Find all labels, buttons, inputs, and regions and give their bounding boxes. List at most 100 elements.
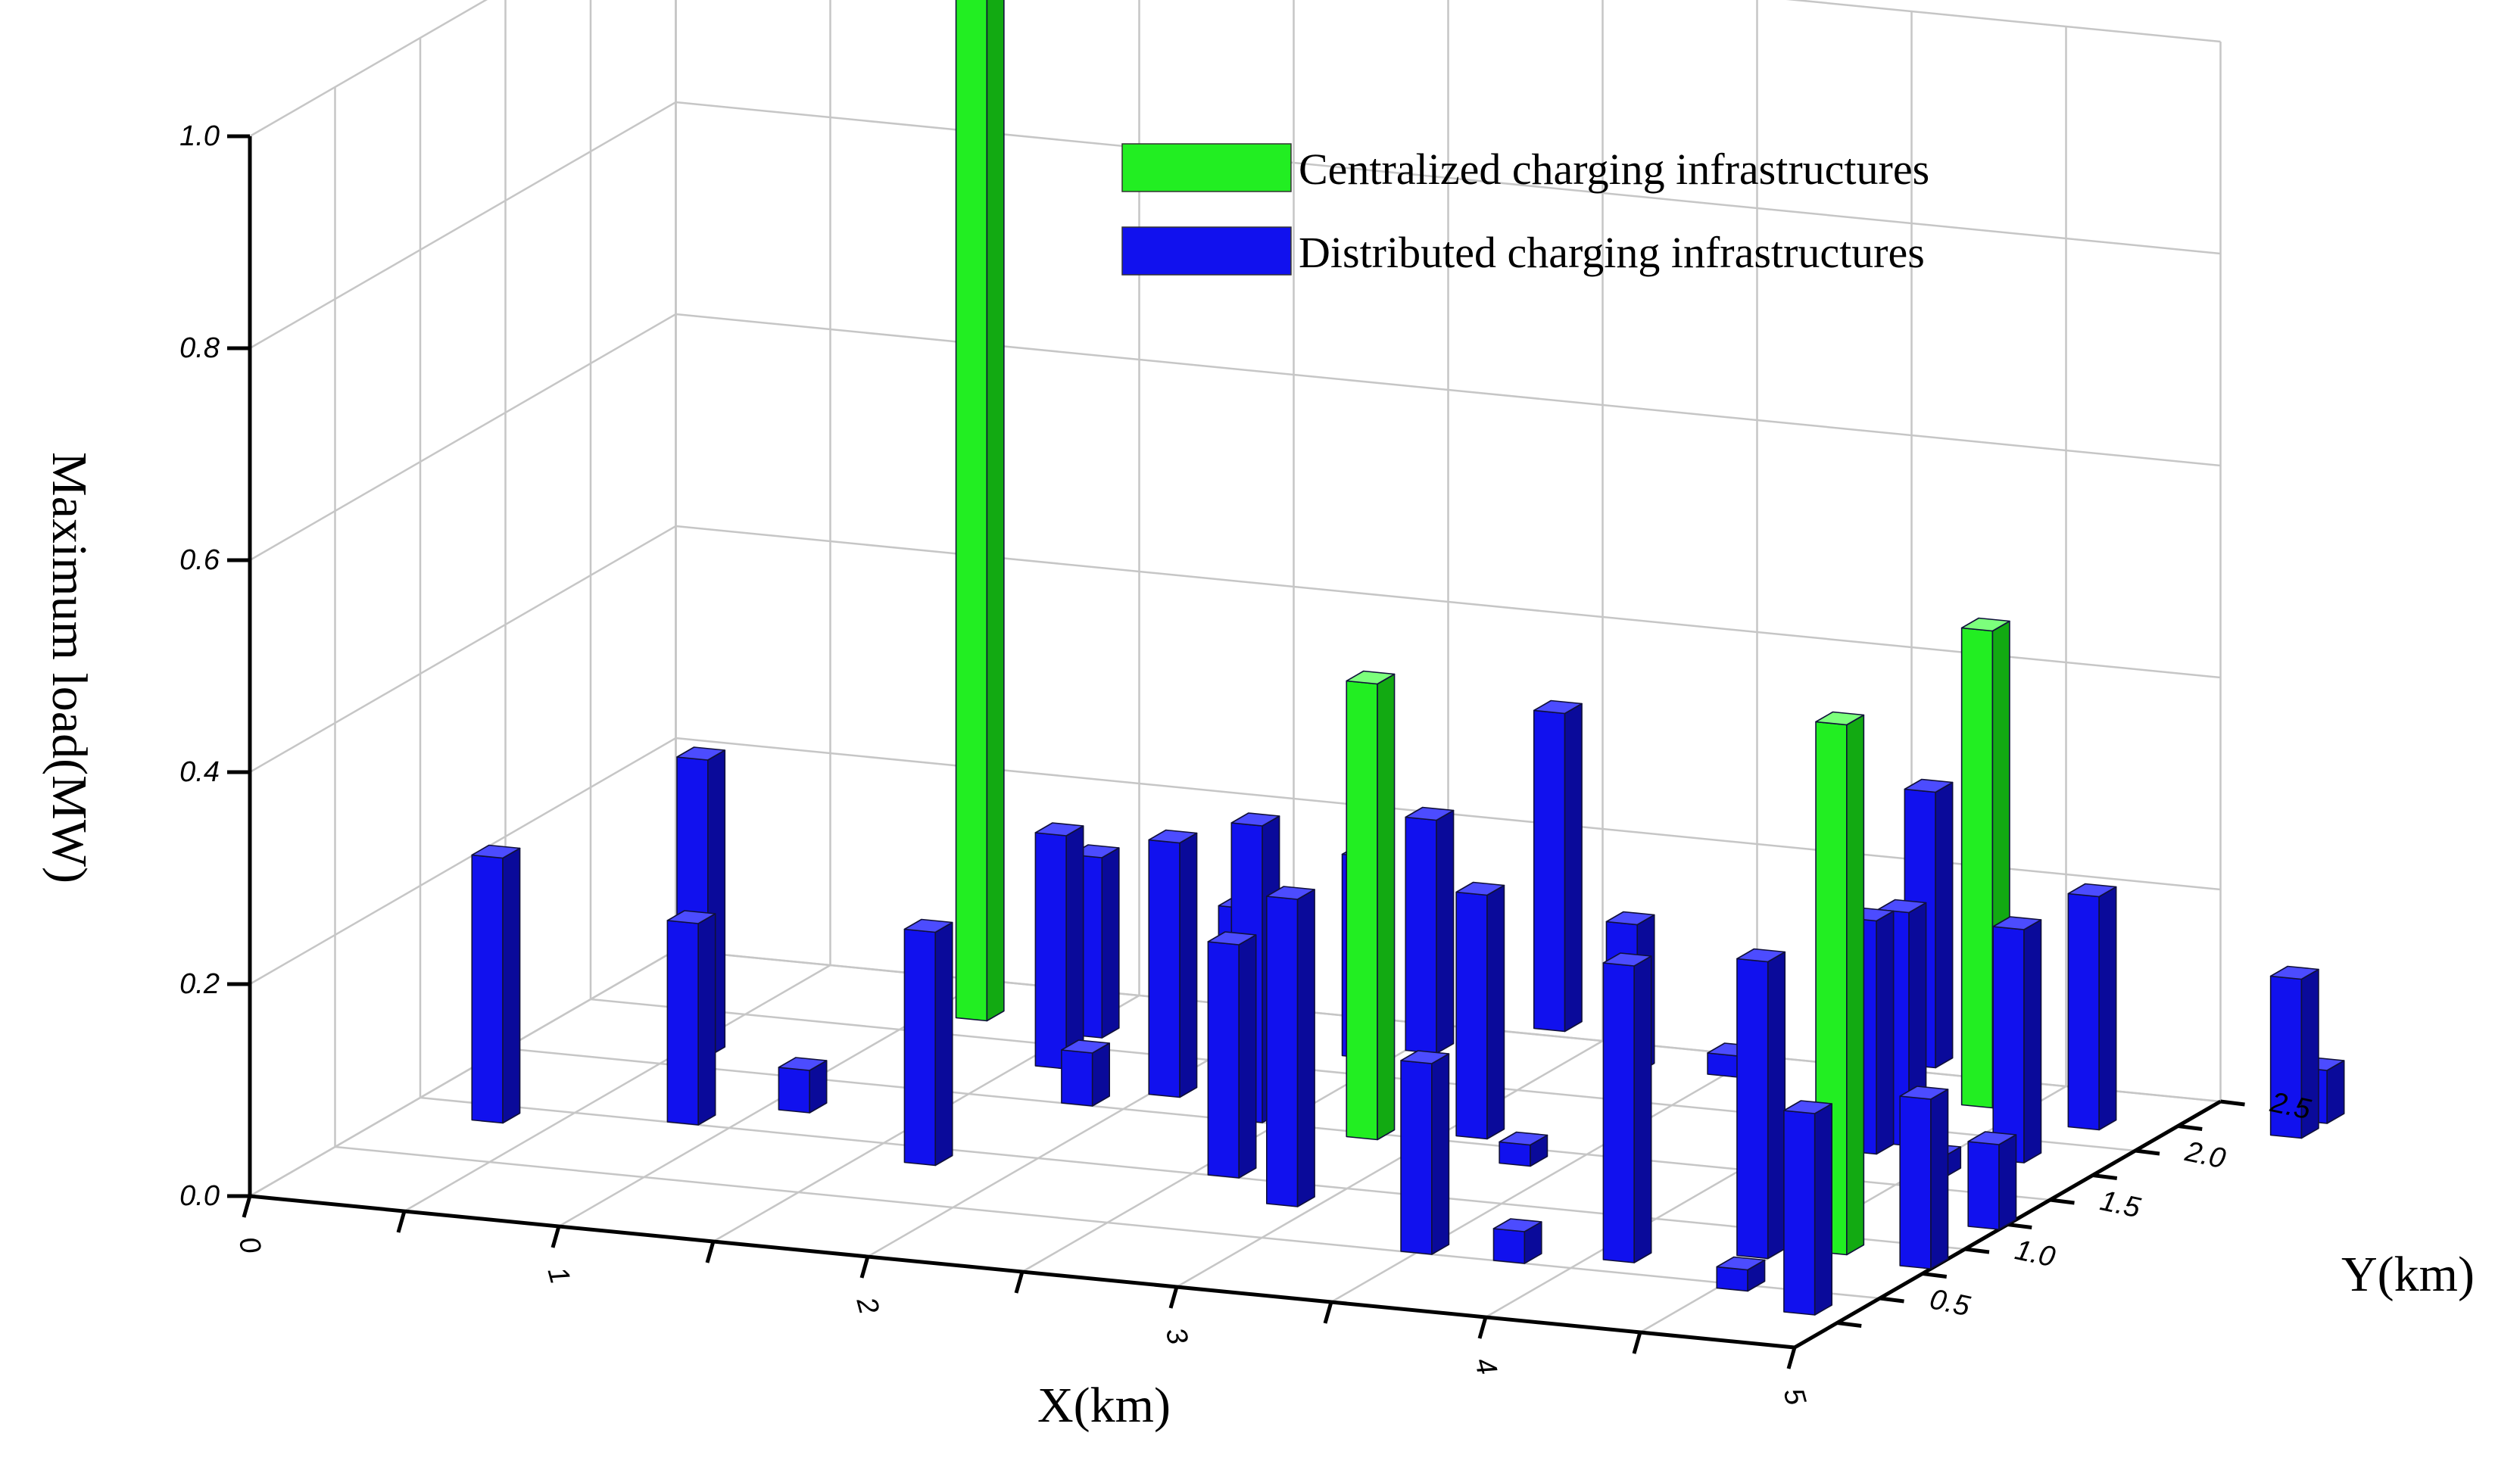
distributed-bar bbox=[2269, 965, 2319, 1139]
bar-front-face bbox=[1899, 1095, 1932, 1270]
x-tick-label: 4 bbox=[1468, 1354, 1503, 1378]
bar-top-face bbox=[1455, 881, 1505, 896]
bar-front-face bbox=[903, 928, 937, 1167]
bar-top-face bbox=[1899, 1086, 1949, 1100]
bar-side-face bbox=[986, 0, 1005, 1022]
bar-front-face bbox=[1992, 926, 2025, 1164]
y-tick bbox=[2220, 1099, 2245, 1107]
distributed-bar bbox=[1716, 1256, 1766, 1292]
distributed-bar bbox=[1499, 1131, 1548, 1167]
bar-front-face bbox=[1034, 832, 1067, 1070]
x-tick bbox=[550, 1226, 561, 1248]
bar-top-face bbox=[1815, 711, 1865, 726]
bar-top-face bbox=[1716, 1256, 1766, 1271]
bar-side-face bbox=[1486, 884, 1505, 1140]
bar-front-face bbox=[666, 920, 700, 1126]
bar-top-face bbox=[1967, 1131, 2017, 1145]
bar-front-face bbox=[1148, 839, 1180, 1098]
y-tick bbox=[2135, 1148, 2160, 1156]
z-tick-label: 1.0 bbox=[179, 120, 220, 152]
bar-top-face bbox=[1499, 1131, 1548, 1146]
distributed-bar bbox=[1266, 886, 1315, 1207]
bar-front-face bbox=[1707, 1052, 1739, 1078]
distributed-bar bbox=[1455, 881, 1505, 1140]
distributed-bar bbox=[1899, 1086, 1949, 1270]
bar-top-face bbox=[1602, 952, 1652, 967]
x-tick bbox=[242, 1195, 252, 1218]
bar-top-face bbox=[1960, 617, 2010, 632]
bar-top-face bbox=[1148, 829, 1198, 844]
bar-top-face bbox=[1034, 822, 1084, 836]
y-tick-label: 1.5 bbox=[2097, 1185, 2144, 1224]
distributed-bar bbox=[2067, 883, 2117, 1131]
side-wall-z-gridline bbox=[249, 0, 488, 138]
x-tick-label: 3 bbox=[1159, 1324, 1194, 1347]
bar-front-face bbox=[1533, 709, 1566, 1033]
y-tick bbox=[1879, 1296, 1904, 1304]
floor-x-gridline bbox=[1176, 1039, 1604, 1288]
z-tick-label: 0.6 bbox=[179, 544, 220, 576]
bar-top-face bbox=[2067, 883, 2117, 898]
bar-top-face bbox=[1533, 699, 1583, 715]
bar-front-face bbox=[1207, 941, 1240, 1179]
distributed-bar bbox=[1602, 952, 1652, 1263]
x-axis-title: X(km) bbox=[1037, 1378, 1171, 1433]
distributed-bar bbox=[903, 918, 953, 1167]
bar-side-face bbox=[1814, 1103, 1832, 1316]
bar-side-face bbox=[1377, 673, 1396, 1141]
distributed-bar bbox=[1061, 1039, 1110, 1107]
bar-front-face bbox=[1736, 958, 1769, 1260]
side-wall-z-gridline bbox=[249, 525, 677, 774]
x-tick bbox=[1477, 1316, 1488, 1339]
y-tick bbox=[1922, 1272, 1948, 1279]
bar-side-face bbox=[1876, 910, 1895, 1155]
bar-top-face bbox=[471, 844, 521, 859]
bar-side-face bbox=[2098, 886, 2117, 1131]
bar-top-face bbox=[1904, 778, 1954, 793]
x-tick bbox=[1786, 1347, 1797, 1369]
distributed-bar bbox=[778, 1057, 828, 1114]
legend-swatch-distributed bbox=[1121, 226, 1292, 276]
z-tick-label: 0.8 bbox=[179, 332, 220, 364]
distributed-bar bbox=[1034, 822, 1084, 1070]
bar-top-face bbox=[1605, 911, 1655, 926]
distributed-bar bbox=[1400, 1050, 1450, 1255]
distributed-bar bbox=[471, 844, 521, 1124]
bar-front-face bbox=[1400, 1060, 1433, 1255]
x-tick-label: 2 bbox=[850, 1293, 884, 1317]
y-tick-label: 1.0 bbox=[2012, 1234, 2057, 1273]
bar-top-face bbox=[778, 1057, 828, 1071]
bar-top-face bbox=[1736, 948, 1786, 963]
bar-side-face bbox=[1846, 714, 1865, 1256]
bar-front-face bbox=[955, 0, 988, 1022]
bar-top-face bbox=[1230, 812, 1280, 827]
floor-x-gridline bbox=[1330, 1055, 1758, 1304]
distributed-bar bbox=[1533, 699, 1583, 1033]
bar-top-face bbox=[1207, 931, 1257, 946]
x-tick bbox=[859, 1256, 870, 1279]
bar-front-face bbox=[1783, 1110, 1816, 1316]
bar-front-face bbox=[1967, 1141, 2000, 1230]
distributed-bar bbox=[1405, 806, 1455, 1055]
distributed-bar bbox=[1736, 948, 1786, 1260]
x-tick-label: 5 bbox=[1777, 1385, 1812, 1409]
bar-side-face bbox=[1935, 781, 1954, 1069]
centralized-bar bbox=[955, 0, 1005, 1022]
floor-x-gridline bbox=[249, 949, 677, 1198]
bar-front-face bbox=[1499, 1141, 1531, 1167]
legend-label-centralized: Centralized charging infrastructures bbox=[1299, 145, 1929, 194]
legend-label-distributed: Distributed charging infrastructures bbox=[1299, 228, 1925, 277]
bar-top-face bbox=[666, 910, 716, 924]
bar-side-face bbox=[1998, 1134, 2017, 1230]
x-tick bbox=[396, 1210, 407, 1233]
axis-layer bbox=[227, 134, 2245, 1369]
bar-top-face bbox=[1266, 886, 1315, 900]
distributed-bar bbox=[1492, 1218, 1542, 1264]
bar-front-face bbox=[1492, 1228, 1526, 1264]
floor-x-gridline bbox=[404, 964, 831, 1213]
floor-y-gridline bbox=[335, 1145, 1880, 1300]
bar-front-face bbox=[1266, 896, 1299, 1207]
bar-side-face bbox=[1767, 951, 1786, 1260]
y-tick-label: 2.0 bbox=[2182, 1136, 2228, 1175]
